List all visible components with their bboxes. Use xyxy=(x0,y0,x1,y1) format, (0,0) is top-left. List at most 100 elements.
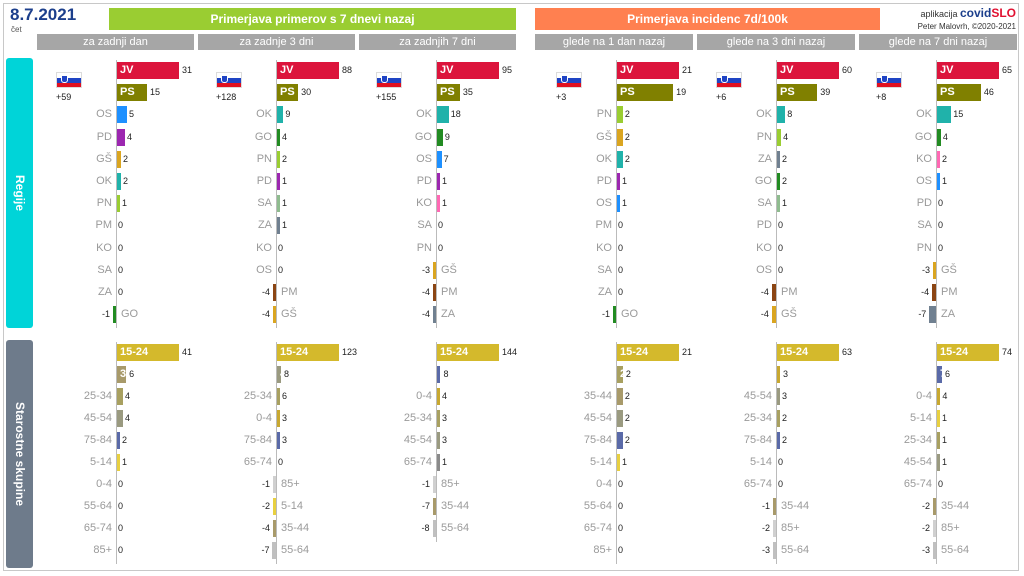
category-label: JV xyxy=(280,64,294,76)
bar-GO xyxy=(613,306,616,324)
category-label: 85+ xyxy=(781,522,800,534)
value-label: 46 xyxy=(983,87,994,98)
bar-OK xyxy=(437,106,449,124)
value-label: 4 xyxy=(125,391,131,401)
slovenia-flag-icon xyxy=(716,72,742,88)
category-label: OK xyxy=(96,175,112,187)
value-label: 2 xyxy=(782,413,788,423)
bar-85+ xyxy=(433,476,436,493)
bar-JV xyxy=(937,62,999,79)
column-header-5: glede na 3 dni nazaj xyxy=(697,34,855,50)
bar-PM xyxy=(433,284,436,301)
column-header-3: za zadnjih 7 dni xyxy=(359,34,516,50)
value-label: 6 xyxy=(945,369,951,379)
value-label: 21 xyxy=(682,347,693,357)
value-label: 144 xyxy=(502,347,518,357)
category-label: PN xyxy=(416,241,432,254)
category-label: SA xyxy=(97,263,112,276)
bar-ZA xyxy=(777,150,780,168)
bar-15-24 xyxy=(117,344,179,361)
category-label: SA xyxy=(917,219,932,232)
category-label: KO xyxy=(416,197,432,210)
category-label: OS xyxy=(256,263,272,276)
category-label: 75-84 xyxy=(83,434,112,446)
value-label: 0 xyxy=(278,264,284,275)
bar-SA xyxy=(777,195,780,213)
value-label: -4 xyxy=(921,287,930,297)
axis-line xyxy=(936,60,937,329)
category-label: 25-34 xyxy=(903,434,932,446)
category-label: PM xyxy=(281,286,298,298)
value-label: 0 xyxy=(118,242,124,253)
value-label: 21 xyxy=(682,65,693,75)
category-label: 15-24 xyxy=(440,346,469,358)
value-label: -3 xyxy=(921,545,930,555)
bar-GŠ xyxy=(933,261,936,279)
bar-55-64 xyxy=(432,520,436,537)
value-label: 5 xyxy=(129,109,135,120)
bar-GO xyxy=(937,128,941,146)
category-label: PS xyxy=(280,86,295,99)
value-label: 1 xyxy=(622,198,628,209)
value-label: 60 xyxy=(842,65,853,75)
axis-line xyxy=(616,342,617,564)
category-label: PM xyxy=(941,286,958,298)
value-label: 0 xyxy=(118,523,124,533)
bar-45-54 xyxy=(777,388,780,405)
value-label: 0 xyxy=(778,220,784,231)
value-label: 3 xyxy=(783,369,789,379)
value-label: 1 xyxy=(782,198,788,209)
bar-GŠ xyxy=(433,261,436,279)
value-label: 2 xyxy=(942,153,948,164)
value-label: 0 xyxy=(118,501,124,511)
category-label: 0-4 xyxy=(96,478,112,490)
value-label: 6 xyxy=(129,369,135,379)
category-label: 45-54 xyxy=(280,368,309,380)
value-label: 35 xyxy=(462,87,473,98)
value-label: -7 xyxy=(918,309,927,320)
category-label: KO xyxy=(916,152,932,165)
bar-75-84 xyxy=(617,432,623,449)
bar-JV xyxy=(437,62,499,79)
category-label: SA xyxy=(757,197,772,210)
value-label: 1 xyxy=(282,176,288,186)
brand-author: Peter Malovrh, ©2020-2021 xyxy=(917,22,1016,31)
value-label: 1 xyxy=(282,220,288,231)
category-label: GO xyxy=(414,130,432,143)
category-label: 65-74 xyxy=(83,522,112,534)
date-label: 8.7.2021 xyxy=(10,5,77,24)
value-label: 0 xyxy=(618,545,624,555)
value-label: -4 xyxy=(760,309,769,320)
category-label: 45-54 xyxy=(903,456,932,468)
value-label: 0 xyxy=(118,479,124,489)
bar-45-54 xyxy=(617,410,623,427)
axis-line xyxy=(116,60,117,329)
category-label: ZA xyxy=(441,308,456,321)
category-label: OS xyxy=(756,263,772,276)
category-label: 0-4 xyxy=(916,390,932,402)
value-label: 4 xyxy=(442,391,448,401)
category-label: 25-34 xyxy=(243,390,272,402)
slovenia-flag-icon xyxy=(56,72,82,88)
bar-JV xyxy=(277,62,339,79)
category-label: GŠ xyxy=(96,152,112,165)
value-label: 0 xyxy=(778,479,784,489)
category-label: ZA xyxy=(597,286,612,298)
bar-OK xyxy=(777,106,786,124)
value-label: 1 xyxy=(442,457,448,467)
bar-PD xyxy=(617,173,620,190)
category-label: 75-84 xyxy=(243,434,272,446)
category-label: JV xyxy=(940,64,954,76)
category-label: 55-64 xyxy=(83,500,112,512)
category-label: 75-84 xyxy=(940,368,969,380)
category-label: JV xyxy=(620,64,634,76)
bar-35-44 xyxy=(117,366,127,383)
bar-35-44 xyxy=(432,498,436,515)
category-label: 15-24 xyxy=(280,346,309,358)
value-label: 2 xyxy=(122,435,128,445)
sidebar-regions-label: Regije xyxy=(12,174,27,212)
bar-PD xyxy=(117,128,125,146)
category-label: PS xyxy=(440,86,455,99)
category-label: 35-44 xyxy=(441,500,470,512)
value-label: 0 xyxy=(118,220,124,231)
